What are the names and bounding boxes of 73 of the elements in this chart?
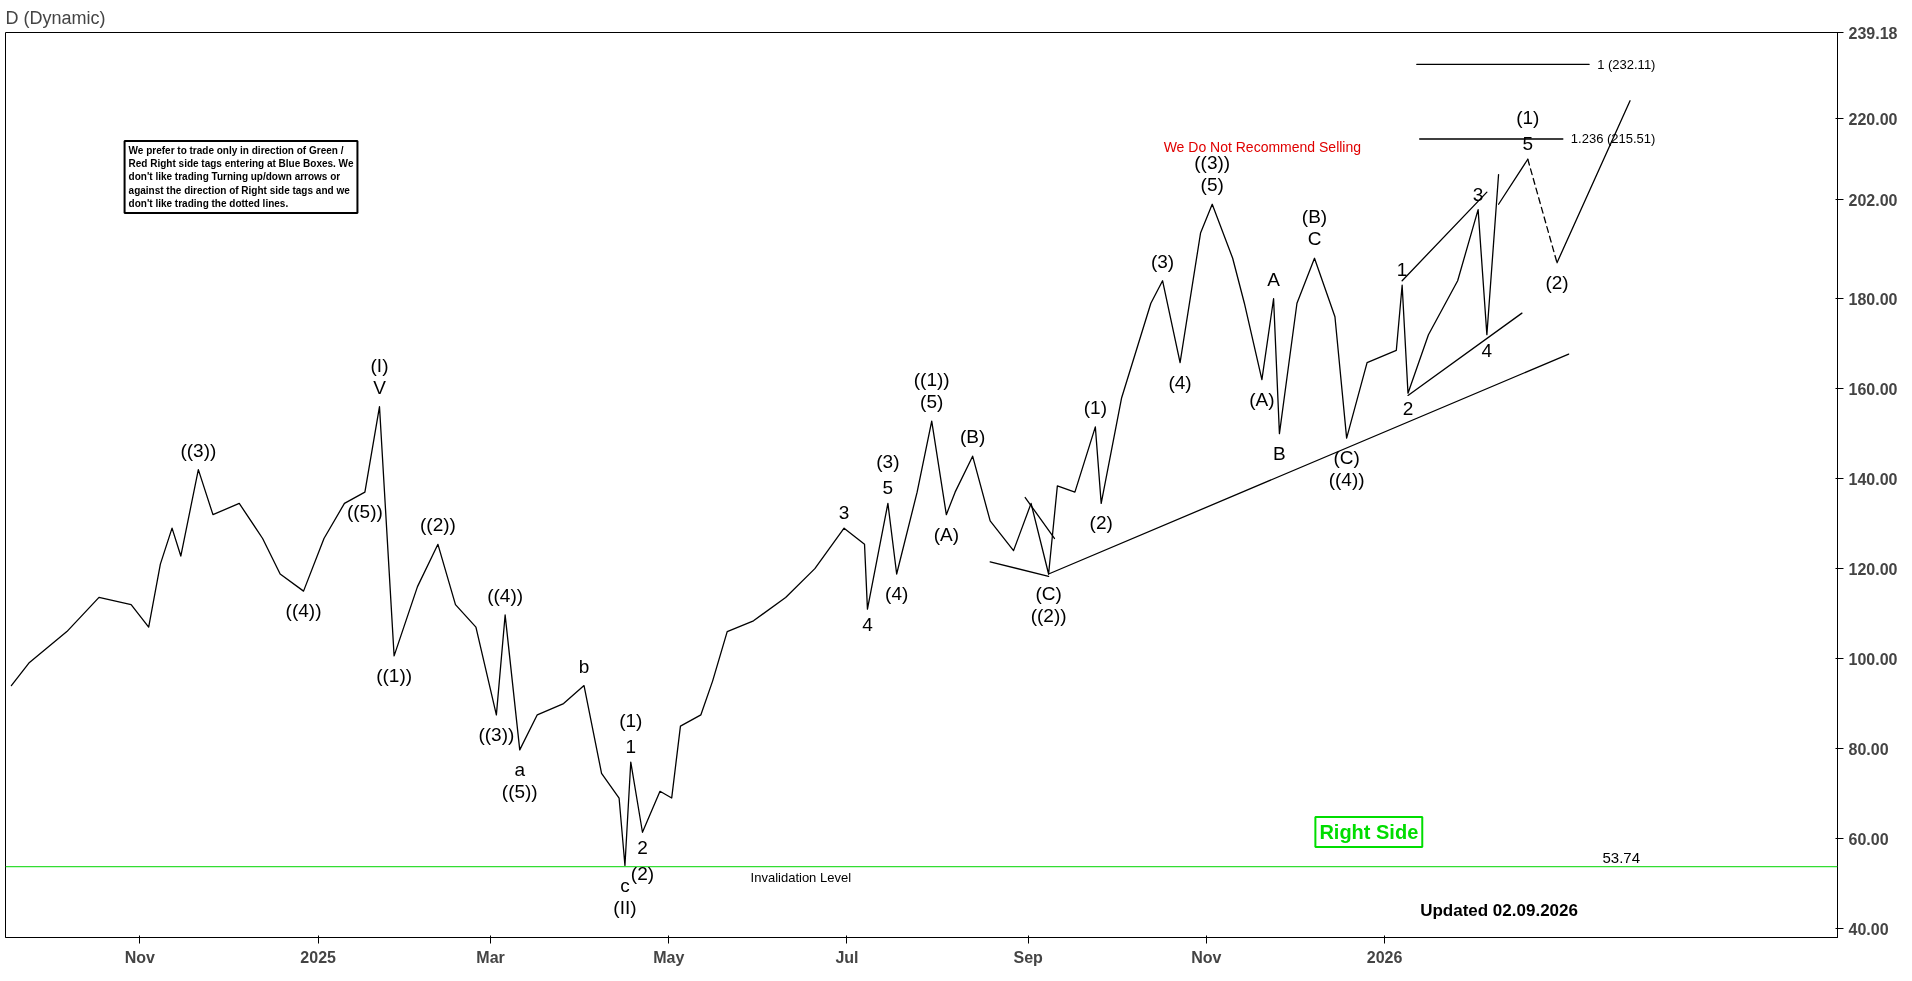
annotation: b (578, 655, 590, 677)
annotation: c (620, 874, 630, 896)
annotation: 4 (862, 614, 874, 636)
y-tick-label: 160.00 (1848, 380, 1898, 398)
x-tick-label: 2025 (300, 948, 337, 966)
annotation: (1) (619, 710, 643, 732)
annotation: (5) (1200, 174, 1224, 196)
x-tick-label: Mar (476, 948, 505, 966)
annotation: (B) (1301, 206, 1328, 228)
annotation: 2 (1402, 398, 1414, 420)
annotation: (A) (1249, 388, 1275, 410)
y-tick-label: 140.00 (1848, 470, 1898, 488)
annotation: (C) (1333, 447, 1360, 469)
annotation: ((2)) (420, 514, 456, 536)
annotation: (1) (1083, 396, 1107, 418)
annotation: 1 (232.11) (1597, 56, 1656, 72)
annotation: (4) (1168, 371, 1192, 393)
annotation: 2 (637, 837, 648, 859)
annotation: (3) (876, 451, 900, 473)
annotation: a (514, 758, 526, 780)
annotation: (II) (613, 896, 637, 918)
annotation: 1 (625, 736, 637, 758)
annotation: 1 (1396, 259, 1408, 281)
y-tick-label: 60.00 (1848, 830, 1889, 848)
annotation: Right Side (1319, 821, 1419, 843)
annotation: ((1)) (376, 664, 413, 686)
annotation: A (1267, 268, 1281, 290)
annotation: ((3)) (478, 723, 515, 745)
annotation: 5 (882, 477, 894, 499)
annotation: ((2)) (1030, 605, 1067, 627)
annotation: (3) (1150, 250, 1175, 272)
annotation: ((5)) (501, 780, 538, 802)
annotation: ((3)) (180, 439, 217, 461)
annotation: (2) (1089, 512, 1113, 534)
annotation: (1) (1516, 107, 1540, 129)
ref-line-label: 53.74 (1602, 848, 1641, 866)
annotation: (4) (885, 583, 909, 605)
chart-title: D (Dynamic) (5, 7, 106, 28)
y-tick-label: 202.00 (1848, 191, 1898, 209)
annotation: B (1273, 442, 1286, 464)
annotation: ((5)) (346, 501, 383, 523)
y-tick-label: 120.00 (1848, 560, 1898, 578)
x-tick-label: Nov (1191, 948, 1222, 966)
annotation: (I) (370, 354, 389, 376)
annotation: 3 (838, 502, 850, 524)
annotation: ((1)) (913, 369, 950, 391)
annotation: (C) (1035, 583, 1062, 605)
y-tick-label: 100.00 (1848, 650, 1898, 668)
x-tick-label: Jul (835, 948, 859, 966)
annotation: (2) (1545, 271, 1569, 293)
annotation: (5) (920, 391, 944, 413)
annotation: 3 (1472, 183, 1484, 205)
annotation: Invalidation Level (750, 869, 852, 885)
annotation: 4 (1481, 339, 1493, 361)
annotation: ((4)) (487, 584, 524, 606)
annotation: V (373, 376, 387, 398)
y-tick-label: 80.00 (1848, 740, 1889, 758)
annotation: (A) (933, 523, 959, 545)
x-tick-label: Sep (1013, 948, 1044, 966)
x-tick-label: May (653, 948, 685, 966)
annotation: (2) (630, 863, 655, 885)
annotation: ((4)) (285, 600, 322, 622)
x-tick-label: Nov (124, 948, 156, 966)
annotation: Updated 02.09.2026 (1420, 900, 1578, 920)
x-tick-label: 2026 (1366, 948, 1403, 966)
y-tick-label: 220.00 (1848, 110, 1898, 128)
annotation: C (1307, 228, 1322, 250)
annotation: (B) (959, 426, 986, 448)
annotation: ((4)) (1328, 469, 1365, 491)
y-tick-label: 239.18 (1848, 24, 1898, 42)
y-tick-label: 40.00 (1848, 920, 1889, 938)
annotation: We prefer to trade only in direction of Green / Red Right side tags entering at Blue Boxes. We don't like trading Turning up/down arrows or against the direction of Right side tags and we don't like trading the dotted lines. (128, 145, 354, 209)
y-tick-label: 180.00 (1848, 290, 1898, 308)
